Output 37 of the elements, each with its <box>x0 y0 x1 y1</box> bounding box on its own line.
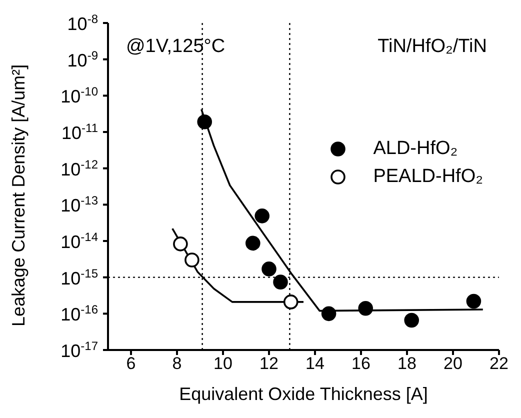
point <box>254 208 270 224</box>
y-axis-title: Leakage Current Density [A/um²] <box>8 64 28 326</box>
y-tick-label: 10$^{-13}$ <box>60 194 98 216</box>
x-tick-label: 12 <box>260 354 278 374</box>
point <box>246 236 260 251</box>
legend-label: PEALD-HfO₂ <box>373 166 483 188</box>
point <box>197 114 212 130</box>
point <box>273 274 288 290</box>
point <box>358 300 373 316</box>
x-tick-label: 6 <box>126 354 136 374</box>
point <box>321 306 336 322</box>
y-tick-label: 10$^{-11}$ <box>62 121 98 143</box>
annotation: TiN/HfO₂/TiN <box>378 36 487 58</box>
y-tick-label: 10$^{-16}$ <box>60 302 98 325</box>
x-axis-title: Equivalent Oxide Thickness [A] <box>179 384 428 404</box>
y-tick-label: 10$^{-14}$ <box>60 230 98 252</box>
y-tick-label: 10$^{-12}$ <box>60 157 98 180</box>
y-tick-label: 10$^{-10}$ <box>60 84 98 107</box>
point <box>184 252 200 268</box>
x-tick-label: 14 <box>306 354 324 374</box>
x-tick-label: 20 <box>444 354 462 374</box>
point <box>283 294 298 310</box>
x-tick-label: 16 <box>352 354 370 374</box>
point <box>466 294 482 309</box>
x-tick-label: 18 <box>398 354 416 374</box>
y-tick-label: 10$^{-15}$ <box>60 266 98 288</box>
x-tick-label: 8 <box>172 354 182 374</box>
y-tick-label: 10$^{-17}$ <box>60 339 98 361</box>
x-tick-label: 22 <box>490 354 508 374</box>
x-tick-label: 10 <box>214 354 232 374</box>
point <box>404 312 419 328</box>
y-tick-label: 10$^{-8}$ <box>67 12 98 34</box>
point <box>173 236 188 252</box>
point <box>262 262 276 276</box>
annotation: @1V,125°C <box>126 36 226 58</box>
y-tick-label: 10$^{-9}$ <box>67 48 98 70</box>
legend-label: ALD-HfO₂ <box>373 138 458 160</box>
